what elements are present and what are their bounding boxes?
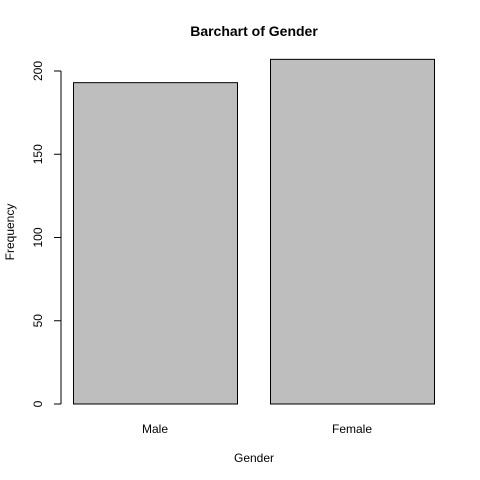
x-axis-label: Gender — [234, 451, 274, 465]
y-tick-label: 0 — [31, 400, 45, 407]
y-tick-label: 200 — [31, 61, 45, 81]
x-tick-label: Male — [142, 422, 168, 436]
y-axis: 0 50 100 150 200 — [31, 61, 62, 407]
bar-male — [73, 82, 238, 405]
y-axis-label: Frequency — [3, 204, 17, 261]
y-tick-label: 50 — [31, 314, 45, 328]
y-tick-label: 150 — [31, 144, 45, 164]
bar-female — [270, 58, 435, 405]
x-tick-label: Female — [332, 422, 372, 436]
y-tick-label: 100 — [31, 227, 45, 247]
x-tick-labels: Male Female — [142, 422, 372, 436]
chart-title: Barchart of Gender — [190, 23, 318, 39]
bars — [73, 58, 435, 405]
